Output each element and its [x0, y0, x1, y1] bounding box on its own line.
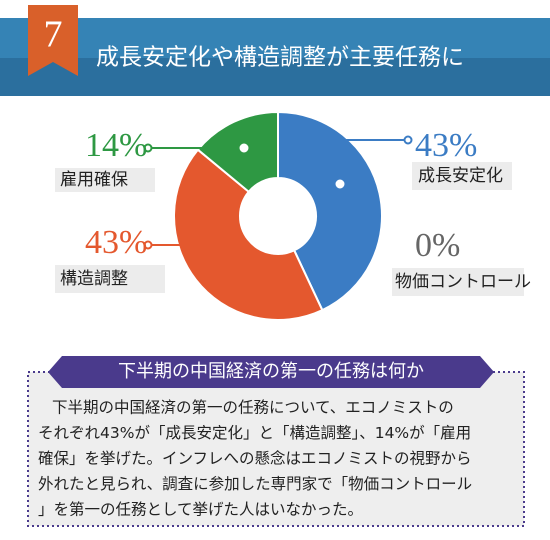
leader-dot — [239, 143, 249, 153]
value-label: 0% — [415, 227, 460, 264]
body-line: 」を第一の任務として挙げた人はいなかった。 — [38, 501, 363, 519]
box-heading-band — [48, 356, 494, 388]
leaders — [143, 135, 413, 250]
leader-dot — [403, 135, 413, 145]
number-ribbon — [28, 5, 78, 76]
label-bg — [55, 265, 165, 293]
box-heading: 下半期の中国経済の第一の任務は何か — [118, 361, 424, 382]
leader-dot — [143, 143, 153, 153]
value-label: 14% — [85, 127, 147, 164]
value-label: 43% — [85, 224, 147, 261]
section-number: 7 — [44, 14, 63, 56]
box-text: 下半期の中国経済の第一の任務について、エコノミストのそれぞれ43%が「成長安定化… — [38, 399, 472, 519]
category-label: 物価コントロール — [395, 272, 531, 292]
body-line: 下半期の中国経済の第一の任務について、エコノミストの — [52, 399, 454, 417]
label-bg — [412, 162, 512, 190]
value-label: 43% — [415, 127, 477, 164]
header-title: 成長安定化や構造調整が主要任務に — [96, 45, 464, 71]
body-line: それぞれ43%が「成長安定化」と「構造調整」、14%が「雇用 — [38, 424, 471, 442]
category-label: 成長安定化 — [418, 166, 503, 186]
pie-slice — [277, 110, 383, 312]
body-line: 外れたと見られ、調査に参加した専門家で「物価コントロール — [38, 475, 472, 493]
leader-dot — [335, 179, 345, 189]
category-label: 雇用確保 — [60, 170, 128, 190]
leader-dot — [143, 240, 153, 250]
body-line: 確保」を挙げた。インフレへの懸念はエコノミストの視野から — [38, 449, 472, 468]
label-bg — [55, 168, 155, 192]
leader-line — [339, 139, 408, 184]
category-label: 構造調整 — [60, 269, 128, 289]
pie-slice — [173, 148, 324, 321]
pie-chart — [173, 110, 383, 321]
text-box — [27, 371, 525, 527]
label-bg — [392, 268, 524, 296]
header-band-top — [0, 18, 550, 58]
pie-slice — [196, 110, 279, 194]
